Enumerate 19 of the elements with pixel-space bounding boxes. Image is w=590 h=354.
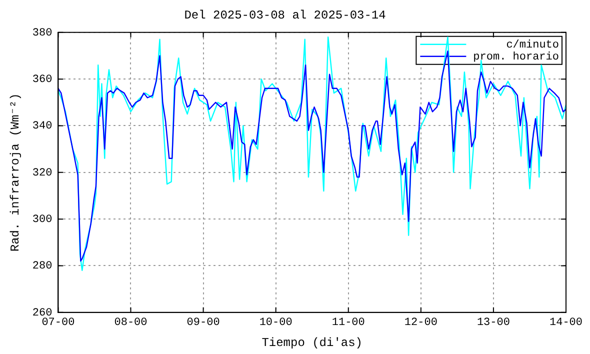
x-tick-label: 08-00	[114, 316, 148, 329]
y-tick-label: 380	[32, 27, 52, 40]
x-tick-label: 10-00	[259, 316, 292, 329]
x-tick-label: 13-00	[476, 316, 510, 329]
y-tick-label: 280	[32, 260, 52, 273]
series-label: c/minuto	[506, 39, 559, 52]
x-tick-label: 12-00	[404, 316, 438, 329]
x-axis-title: Tiempo (di'as)	[262, 336, 363, 350]
chart-title: Del 2025-03-08 al 2025-03-14	[184, 8, 386, 22]
x-tick-label: 09-00	[186, 316, 220, 329]
x-tick-label: 07-00	[42, 316, 75, 329]
legend-label: prom. horario	[473, 51, 559, 64]
x-tick-label: 11-00	[332, 316, 365, 329]
y-tick-label: 340	[32, 120, 52, 133]
y-axis-title: Rad. infrarroja (Wm⁻²)	[8, 93, 22, 252]
x-tick-label: 14-00	[549, 316, 583, 329]
y-tick-label: 320	[32, 167, 52, 180]
y-tick-label: 360	[32, 74, 52, 86]
y-tick-label: 300	[32, 214, 52, 226]
